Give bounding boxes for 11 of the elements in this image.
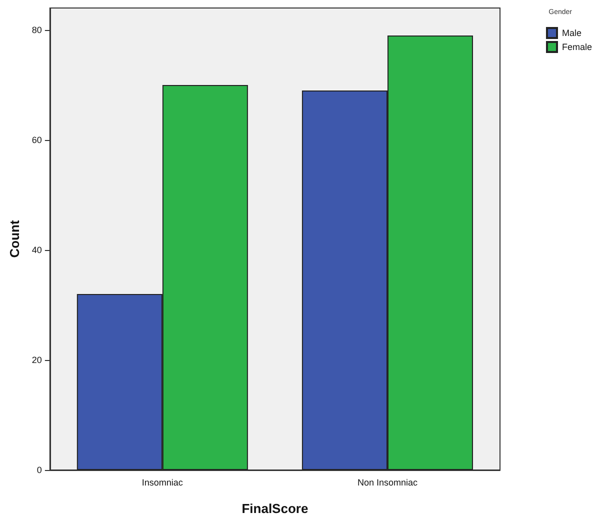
y-tick-label: 40 [32,245,42,255]
x-axis-title: FinalScore [242,501,308,516]
x-tick-label: Non Insomniac [357,478,418,488]
y-tick-label: 20 [32,355,42,365]
legend-label: Female [562,42,592,52]
y-tick-label: 60 [32,135,42,145]
legend-label: Male [562,28,582,38]
x-tick-label: Insomniac [142,478,184,488]
y-axis-title: Count [7,220,22,258]
y-tick-label: 0 [36,465,42,475]
y-tick-label: 80 [32,25,42,35]
